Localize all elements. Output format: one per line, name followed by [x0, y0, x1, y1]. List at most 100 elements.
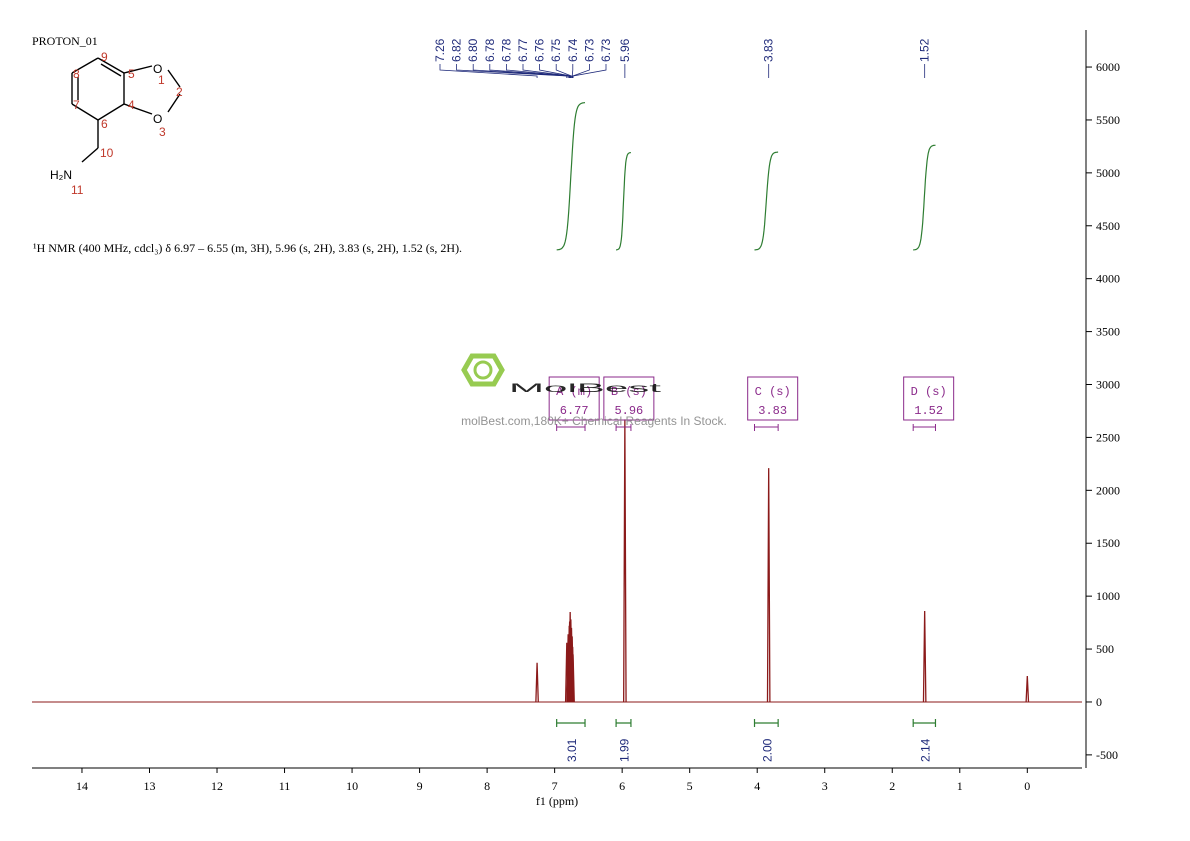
multiplet-shift: 6.77 — [560, 404, 589, 418]
atom-number: 9 — [101, 50, 108, 64]
plot: 14 13 12 11 10 9 8 7 6 5 4 3 2 1 0f1 (ppm)-50005001000… — [32, 30, 1120, 808]
atom-number: 3 — [159, 125, 166, 139]
x-tick-label: 12 — [211, 779, 223, 793]
atom-number: 11 — [71, 183, 84, 197]
peak-label: 5.96 — [618, 38, 632, 62]
peak — [766, 468, 771, 702]
peak-label: 6.76 — [533, 38, 547, 62]
atom-number: 6 — [101, 117, 108, 131]
peak-leader — [506, 64, 571, 78]
multiplet-box — [747, 376, 799, 421]
peak — [623, 419, 627, 702]
atom: H₂N — [50, 168, 72, 182]
x-tick-label: 6 — [619, 779, 625, 793]
integral-bracket — [912, 719, 937, 727]
x-tick-label: 8 — [484, 779, 490, 793]
bond — [123, 65, 153, 74]
y-tick-label: 1000 — [1096, 589, 1120, 603]
watermark-name: MolBest — [509, 381, 663, 395]
watermark-tagline: molBest.com,180K+ Chemical Reagents In S… — [461, 414, 727, 428]
logo — [461, 353, 505, 387]
x-tick-label: 14 — [76, 779, 88, 793]
bond — [167, 93, 181, 113]
multiplet-box — [903, 376, 955, 421]
bond — [81, 147, 99, 163]
atom: O — [153, 112, 162, 126]
multiplet-shift: 3.83 — [758, 404, 787, 418]
watermark: MolBest molBest.com,180K+ Chemical Reage… — [461, 353, 727, 428]
atom-number: 7 — [73, 98, 80, 112]
bond — [71, 103, 99, 121]
integral-curve — [616, 152, 631, 251]
logo — [473, 360, 493, 380]
multiplet-label: B (s) — [611, 385, 647, 399]
x-axis-label: f1 (ppm) — [536, 794, 578, 808]
atom-number: 8 — [73, 67, 80, 81]
bond — [97, 103, 125, 121]
peak-label: 6.78 — [483, 38, 497, 62]
y-tick-label: 1500 — [1096, 536, 1120, 550]
peak-leader — [456, 64, 568, 78]
multiplet-range — [556, 424, 586, 431]
peak-label: 6.73 — [599, 38, 613, 62]
peak-label: 3.83 — [762, 38, 776, 62]
peak — [535, 662, 539, 702]
peak-leader — [522, 64, 571, 78]
y-tick-label: 3000 — [1096, 378, 1120, 392]
integral-value: 2.00 — [760, 738, 774, 762]
integral-value: 1.99 — [618, 738, 632, 762]
x-tick-label: 4 — [754, 779, 760, 793]
y-tick-label: 4000 — [1096, 272, 1120, 286]
x-tick-label: 2 — [889, 779, 895, 793]
peak-leader — [555, 64, 572, 78]
peak — [1025, 676, 1030, 702]
x-tick-label: 3 — [822, 779, 828, 793]
atom-number: 4 — [128, 98, 135, 112]
peak — [571, 654, 575, 702]
peak-label: 6.78 — [499, 38, 513, 62]
x-tick-label: 11 — [279, 779, 291, 793]
chart-title: PROTON_01 — [32, 34, 98, 48]
peak-label: 6.73 — [582, 38, 596, 62]
integral-value: 3.01 — [565, 738, 579, 762]
atom-number: 1 — [158, 73, 165, 87]
integral-bracket — [615, 719, 632, 727]
peak-label: 6.77 — [516, 38, 530, 62]
bond — [100, 63, 122, 77]
peak-leader — [439, 64, 538, 78]
atom: O — [153, 62, 162, 76]
bond — [71, 57, 99, 74]
multiplet-range — [912, 424, 936, 431]
y-tick-label: 6000 — [1096, 60, 1120, 74]
atom-number: 10 — [100, 146, 114, 160]
y-tick-label: 5000 — [1096, 166, 1120, 180]
integral-value: 2.14 — [918, 738, 932, 762]
integral-curve — [913, 144, 936, 251]
atom-number: 2 — [176, 85, 183, 99]
atom-number: 5 — [128, 67, 135, 81]
bond — [123, 103, 153, 115]
x-tick-label: 7 — [552, 779, 558, 793]
multiplet-range — [615, 424, 632, 431]
atom-numbers: 1 2 3 4 5 6 7 8 9 10 11 — [71, 50, 183, 197]
multiplet-box — [548, 376, 600, 421]
atom-labels: O O H₂N — [50, 62, 162, 182]
multiplet-box — [603, 376, 655, 421]
integral-curve — [754, 151, 779, 251]
peak-leader — [489, 64, 570, 78]
peak-label: 7.26 — [433, 38, 447, 62]
multiplet-shift: 1.52 — [914, 404, 943, 418]
peak-leader — [472, 64, 569, 78]
y-tick-label: 500 — [1096, 642, 1114, 656]
x-tick-label: 13 — [143, 779, 155, 793]
x-tick-label: 0 — [1024, 779, 1030, 793]
integral-curve — [556, 102, 586, 251]
y-tick-label: 5500 — [1096, 113, 1120, 127]
y-tick-label: 4500 — [1096, 219, 1120, 233]
bond — [167, 69, 181, 88]
multiplet-label: C (s) — [755, 385, 791, 399]
y-tick-label: -500 — [1096, 748, 1118, 762]
peak-leader — [572, 64, 590, 78]
x-tick-label: 10 — [346, 779, 358, 793]
